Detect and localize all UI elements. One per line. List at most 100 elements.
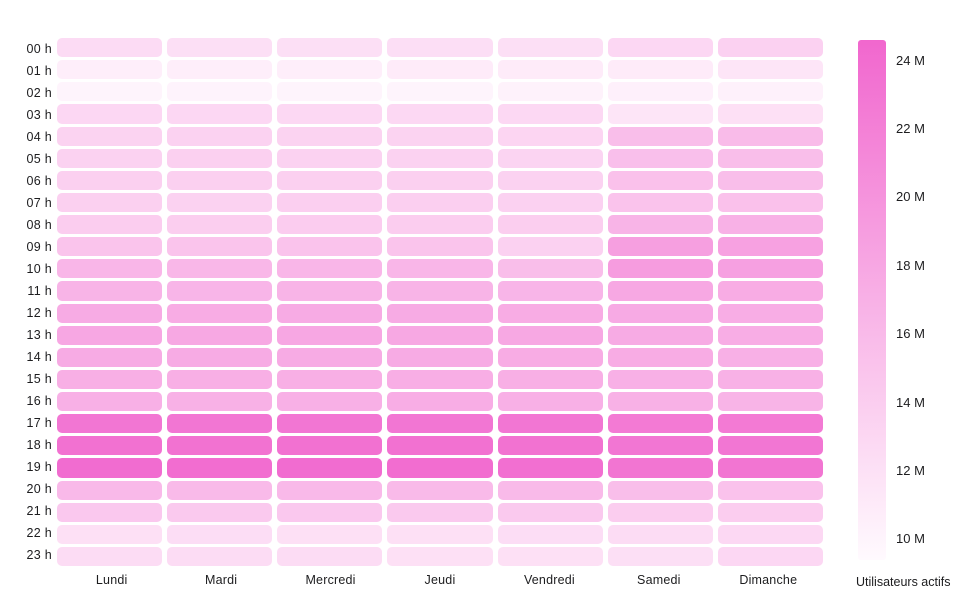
heatmap-cell <box>607 192 713 212</box>
heatmap-cell <box>607 436 713 456</box>
heatmap-cell <box>717 546 823 566</box>
heatmap-cell <box>717 325 823 345</box>
heatmap-cell <box>57 38 163 58</box>
heatmap-cell <box>57 369 163 389</box>
heatmap-cell <box>57 170 163 190</box>
y-axis-label: 13 h <box>26 328 52 342</box>
heatmap-cell <box>497 281 603 301</box>
y-axis-label: 18 h <box>26 438 52 452</box>
heatmap-cell <box>57 524 163 544</box>
heatmap-cell <box>717 524 823 544</box>
heatmap-cell <box>387 259 493 279</box>
heatmap-cell <box>57 303 163 323</box>
heatmap-cell <box>717 502 823 522</box>
heatmap-cell <box>607 82 713 102</box>
y-axis-label: 06 h <box>26 174 52 188</box>
heatmap-cell <box>277 392 383 412</box>
heatmap-cell <box>607 237 713 257</box>
heatmap-cell <box>497 170 603 190</box>
heatmap-cell <box>607 524 713 544</box>
y-axis-label: 05 h <box>26 152 52 166</box>
heatmap-cell <box>717 60 823 80</box>
heatmap-cell <box>277 237 383 257</box>
heatmap-cell <box>167 392 273 412</box>
heatmap-cell <box>387 303 493 323</box>
heatmap-cell <box>167 546 273 566</box>
x-axis-label: Lundi <box>95 573 128 587</box>
y-axis-label: 22 h <box>26 526 52 540</box>
y-axis-label: 21 h <box>26 504 52 518</box>
heatmap-cell <box>277 502 383 522</box>
heatmap-cell <box>387 237 493 257</box>
legend-tick-label: 24 M <box>896 52 925 68</box>
heatmap-cell <box>167 215 273 235</box>
heatmap-cell <box>497 237 603 257</box>
heatmap-cell <box>717 436 823 456</box>
heatmap-cell <box>277 369 383 389</box>
heatmap-cell <box>607 303 713 323</box>
heatmap-cell <box>387 347 493 367</box>
heatmap-cell <box>607 502 713 522</box>
heatmap-cell <box>387 38 493 58</box>
heatmap-cell <box>57 259 163 279</box>
heatmap-cell <box>167 502 273 522</box>
heatmap-cell <box>167 524 273 544</box>
y-axis-label: 17 h <box>26 416 52 430</box>
heatmap-cell <box>167 325 273 345</box>
heatmap-cell <box>167 259 273 279</box>
heatmap-cell <box>717 192 823 212</box>
legend-tick-label: 18 M <box>896 257 925 273</box>
y-axis-label: 00 h <box>26 42 52 56</box>
heatmap-cell <box>387 104 493 124</box>
heatmap-cell <box>277 436 383 456</box>
heatmap-cell <box>167 170 273 190</box>
heatmap-cell <box>167 303 273 323</box>
heatmap-cell <box>607 38 713 58</box>
heatmap-cell <box>607 104 713 124</box>
y-axis-label: 11 h <box>27 284 52 298</box>
heatmap-cell <box>387 215 493 235</box>
heatmap-cell <box>717 237 823 257</box>
heatmap-cell <box>167 60 273 80</box>
heatmap-cell <box>277 414 383 434</box>
legend-tick-label: 20 M <box>896 189 925 205</box>
heatmap-cell <box>167 38 273 58</box>
y-axis-label: 23 h <box>26 548 52 562</box>
x-axis-days: Lundi Mardi Mercredi Jeudi Vendredi Samedi Dim… <box>57 573 823 587</box>
heatmap-cell <box>167 237 273 257</box>
heatmap-cell <box>277 458 383 478</box>
heatmap-cell <box>497 414 603 434</box>
y-axis-label: 14 h <box>26 350 52 364</box>
heatmap-cell <box>497 82 603 102</box>
heatmap-cell <box>57 281 163 301</box>
heatmap-cell <box>277 347 383 367</box>
heatmap-cell <box>607 148 713 168</box>
heatmap-cell <box>387 126 493 146</box>
y-axis-label: 04 h <box>26 130 52 144</box>
y-axis-label: 09 h <box>26 240 52 254</box>
heatmap-cell <box>717 215 823 235</box>
heatmap-cell <box>387 458 493 478</box>
heatmap-cell <box>387 480 493 500</box>
heatmap-cell <box>497 104 603 124</box>
heatmap-cell <box>497 436 603 456</box>
heatmap-cell <box>717 170 823 190</box>
heatmap-cell <box>167 414 273 434</box>
heatmap-cell <box>57 325 163 345</box>
legend-tick-label: 22 M <box>896 120 925 136</box>
y-axis-label: 01 h <box>26 64 52 78</box>
heatmap-cell <box>387 436 493 456</box>
heatmap-cell <box>57 126 163 146</box>
heatmap-cell <box>167 82 273 102</box>
heatmap-cell <box>497 458 603 478</box>
heatmap-cell <box>167 347 273 367</box>
heatmap-cell <box>167 436 273 456</box>
legend-tick-label: 12 M <box>896 463 925 479</box>
heatmap-cell <box>277 38 383 58</box>
heatmap-cell <box>387 170 493 190</box>
y-axis-label: 03 h <box>26 108 52 122</box>
heatmap-cell <box>497 480 603 500</box>
heatmap-cell <box>277 148 383 168</box>
heatmap-cell <box>167 192 273 212</box>
